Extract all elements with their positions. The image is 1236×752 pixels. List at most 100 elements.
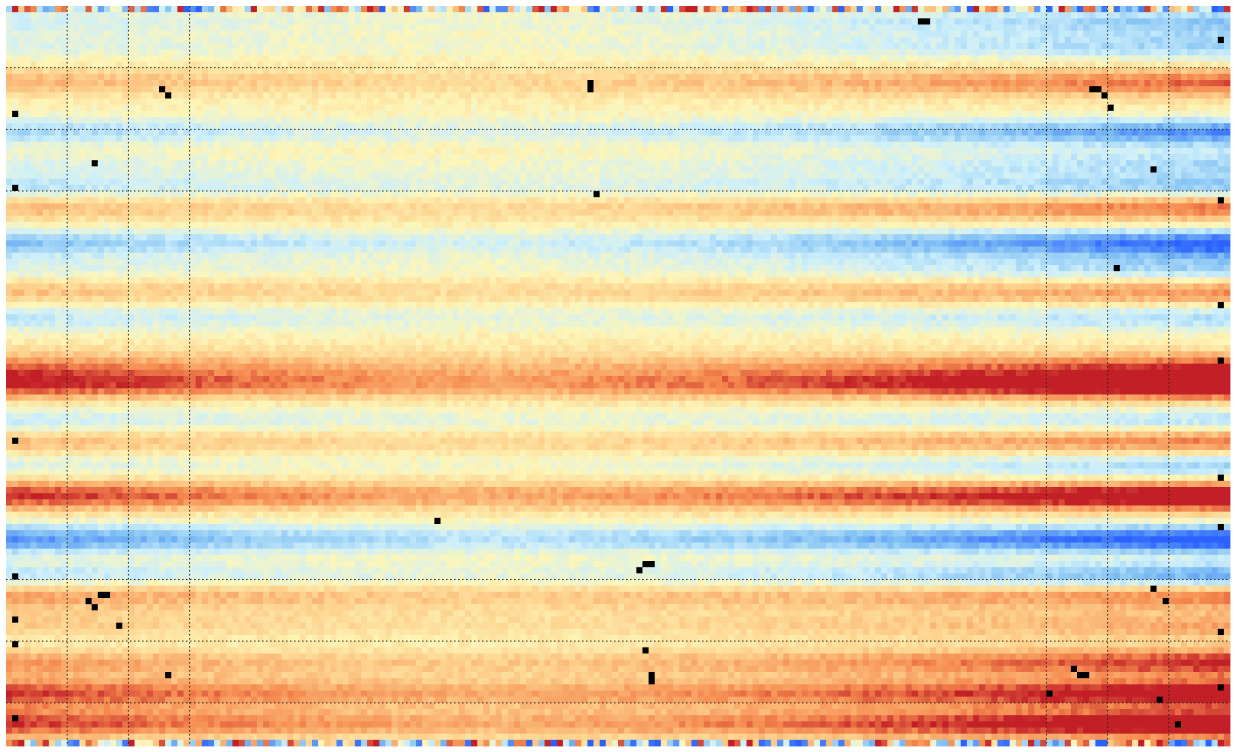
heatmap-cell bbox=[281, 111, 288, 118]
heatmap-cell bbox=[147, 129, 154, 136]
heatmap-cell bbox=[649, 12, 656, 19]
heatmap-cell bbox=[232, 92, 239, 99]
heatmap-cell bbox=[1095, 148, 1102, 155]
heatmap-cell bbox=[55, 43, 62, 50]
heatmap-cell bbox=[538, 92, 545, 99]
heatmap-cell bbox=[171, 25, 178, 32]
heatmap-cell bbox=[777, 136, 784, 143]
heatmap-cell bbox=[1022, 55, 1029, 62]
heatmap-cell bbox=[685, 62, 692, 69]
heatmap-cell bbox=[1028, 55, 1035, 62]
heatmap-cell bbox=[557, 12, 564, 19]
heatmap-cell bbox=[55, 148, 62, 155]
heatmap-cell bbox=[489, 123, 496, 130]
heatmap-cell bbox=[410, 74, 417, 81]
heatmap-cell bbox=[967, 43, 974, 50]
heatmap-cell bbox=[171, 92, 178, 99]
heatmap-cell bbox=[563, 43, 570, 50]
heatmap-cell bbox=[489, 136, 496, 143]
heatmap-cell bbox=[753, 55, 760, 62]
heatmap-cell bbox=[948, 154, 955, 161]
heatmap-cell bbox=[581, 148, 588, 155]
heatmap-cell bbox=[747, 31, 754, 38]
heatmap-cell bbox=[226, 12, 233, 19]
heatmap-cell bbox=[1150, 43, 1157, 50]
heatmap-cell bbox=[294, 31, 301, 38]
heatmap-cell bbox=[1187, 105, 1194, 112]
heatmap-cell bbox=[1077, 62, 1084, 69]
heatmap-cell bbox=[67, 18, 74, 25]
heatmap-cell bbox=[269, 148, 276, 155]
heatmap-cell bbox=[710, 117, 717, 124]
heatmap-cell bbox=[1169, 49, 1176, 56]
heatmap-cell bbox=[336, 123, 343, 130]
heatmap-cell bbox=[918, 142, 925, 149]
heatmap-cell bbox=[398, 99, 405, 106]
heatmap-cell bbox=[477, 31, 484, 38]
heatmap-cell bbox=[98, 148, 105, 155]
heatmap-cell bbox=[863, 105, 870, 112]
heatmap-cell bbox=[281, 6, 288, 13]
heatmap-cell bbox=[771, 92, 778, 99]
heatmap-cell bbox=[612, 55, 619, 62]
heatmap-cell bbox=[569, 154, 576, 161]
heatmap-cell bbox=[808, 18, 815, 25]
heatmap-cell bbox=[875, 136, 882, 143]
heatmap-cell bbox=[1077, 31, 1084, 38]
heatmap-cell bbox=[441, 74, 448, 81]
heatmap-cell bbox=[434, 18, 441, 25]
heatmap-cell bbox=[532, 86, 539, 93]
heatmap-cell bbox=[1212, 74, 1219, 81]
heatmap-cell bbox=[1065, 136, 1072, 143]
heatmap-cell bbox=[1169, 80, 1176, 87]
heatmap-cell bbox=[6, 43, 13, 50]
heatmap-cell bbox=[153, 111, 160, 118]
heatmap-cell bbox=[312, 49, 319, 56]
heatmap-cell bbox=[30, 49, 37, 56]
heatmap-cell bbox=[349, 86, 356, 93]
heatmap-cell bbox=[967, 148, 974, 155]
heatmap-cell bbox=[141, 62, 148, 69]
heatmap-cell bbox=[165, 99, 172, 106]
heatmap-cell bbox=[704, 37, 711, 44]
heatmap-cell bbox=[55, 49, 62, 56]
heatmap-cell bbox=[404, 18, 411, 25]
heatmap-cell bbox=[1163, 31, 1170, 38]
heatmap-cell bbox=[190, 62, 197, 69]
heatmap-cell bbox=[6, 86, 13, 93]
heatmap-cell bbox=[722, 129, 729, 136]
heatmap-cell bbox=[232, 55, 239, 62]
heatmap-cell bbox=[618, 37, 625, 44]
heatmap-cell bbox=[165, 18, 172, 25]
heatmap-cell bbox=[220, 80, 227, 87]
heatmap-cell bbox=[214, 37, 221, 44]
heatmap-cell bbox=[1016, 37, 1023, 44]
heatmap-cell bbox=[288, 123, 295, 130]
heatmap-cell bbox=[581, 142, 588, 149]
heatmap-cell bbox=[355, 43, 362, 50]
heatmap-cell bbox=[551, 43, 558, 50]
heatmap-cell bbox=[655, 37, 662, 44]
heatmap-cell bbox=[685, 117, 692, 124]
heatmap-cell bbox=[43, 25, 50, 32]
heatmap-cell bbox=[1089, 80, 1096, 87]
heatmap-cell bbox=[1138, 6, 1145, 13]
heatmap-cell bbox=[343, 136, 350, 143]
heatmap-cell bbox=[1126, 6, 1133, 13]
heatmap-cell bbox=[814, 99, 821, 106]
heatmap-cell bbox=[551, 99, 558, 106]
heatmap-cell bbox=[661, 25, 668, 32]
heatmap-cell bbox=[1040, 62, 1047, 69]
heatmap-cell bbox=[281, 37, 288, 44]
heatmap-cell bbox=[1163, 49, 1170, 56]
heatmap-cell bbox=[1095, 6, 1102, 13]
heatmap-cell bbox=[483, 49, 490, 56]
heatmap-cell bbox=[202, 105, 209, 112]
heatmap-cell bbox=[477, 43, 484, 50]
heatmap-cell bbox=[955, 148, 962, 155]
heatmap-cell bbox=[67, 74, 74, 81]
heatmap-cell bbox=[649, 129, 656, 136]
heatmap-cell bbox=[887, 37, 894, 44]
heatmap-cell bbox=[991, 31, 998, 38]
heatmap-cell-missing bbox=[165, 92, 172, 99]
